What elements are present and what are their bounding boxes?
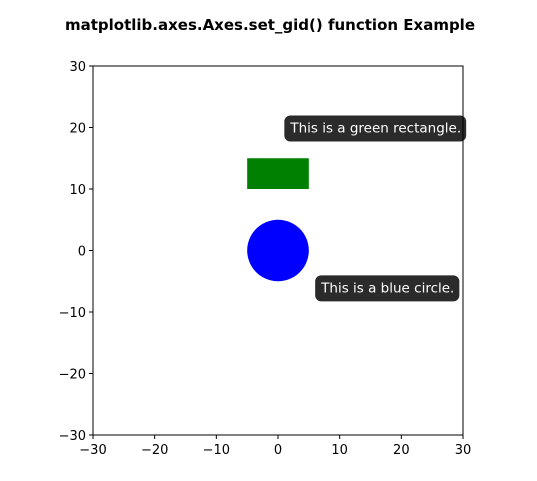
- blue-circle: [247, 219, 309, 282]
- y-tick-label: 0: [78, 245, 86, 260]
- plot-area: This is a green rectangle. This is a blue…: [92, 65, 467, 436]
- y-tick-label: 30: [69, 60, 86, 75]
- y-tick-label: −10: [59, 306, 86, 321]
- x-tick-label: 10: [331, 443, 348, 458]
- green-rectangle: [247, 158, 309, 189]
- annotation-text: This is a green rectangle.: [289, 121, 461, 137]
- y-tick-label: 10: [69, 183, 86, 198]
- chart-title: matplotlib.axes.Axes.set_gid() function …: [65, 16, 475, 34]
- x-tick-label: 30: [455, 443, 472, 458]
- x-axis: −30 −20 −10 0 10 20 30: [79, 435, 471, 458]
- y-axis: −30 −20 −10 0 10 20 30: [59, 60, 93, 444]
- x-tick-label: −10: [203, 443, 230, 458]
- annotation-0: This is a green rectangle.: [284, 115, 467, 142]
- x-tick-label: −20: [141, 443, 168, 458]
- y-tick-label: −30: [59, 429, 86, 444]
- y-tick-label: −20: [59, 368, 86, 383]
- y-tick-label: 20: [69, 122, 86, 137]
- annotations-layer: This is a green rectangle. This is a blue…: [284, 115, 467, 302]
- shapes-layer: [247, 158, 309, 282]
- x-tick-label: −30: [79, 443, 106, 458]
- x-tick-label: 20: [393, 443, 410, 458]
- annotation-1: This is a blue circle.: [315, 275, 460, 302]
- x-tick-label: 0: [274, 443, 282, 458]
- annotation-box: [284, 115, 467, 142]
- annotation-text: This is a blue circle.: [320, 280, 454, 296]
- annotation-box: [315, 275, 460, 302]
